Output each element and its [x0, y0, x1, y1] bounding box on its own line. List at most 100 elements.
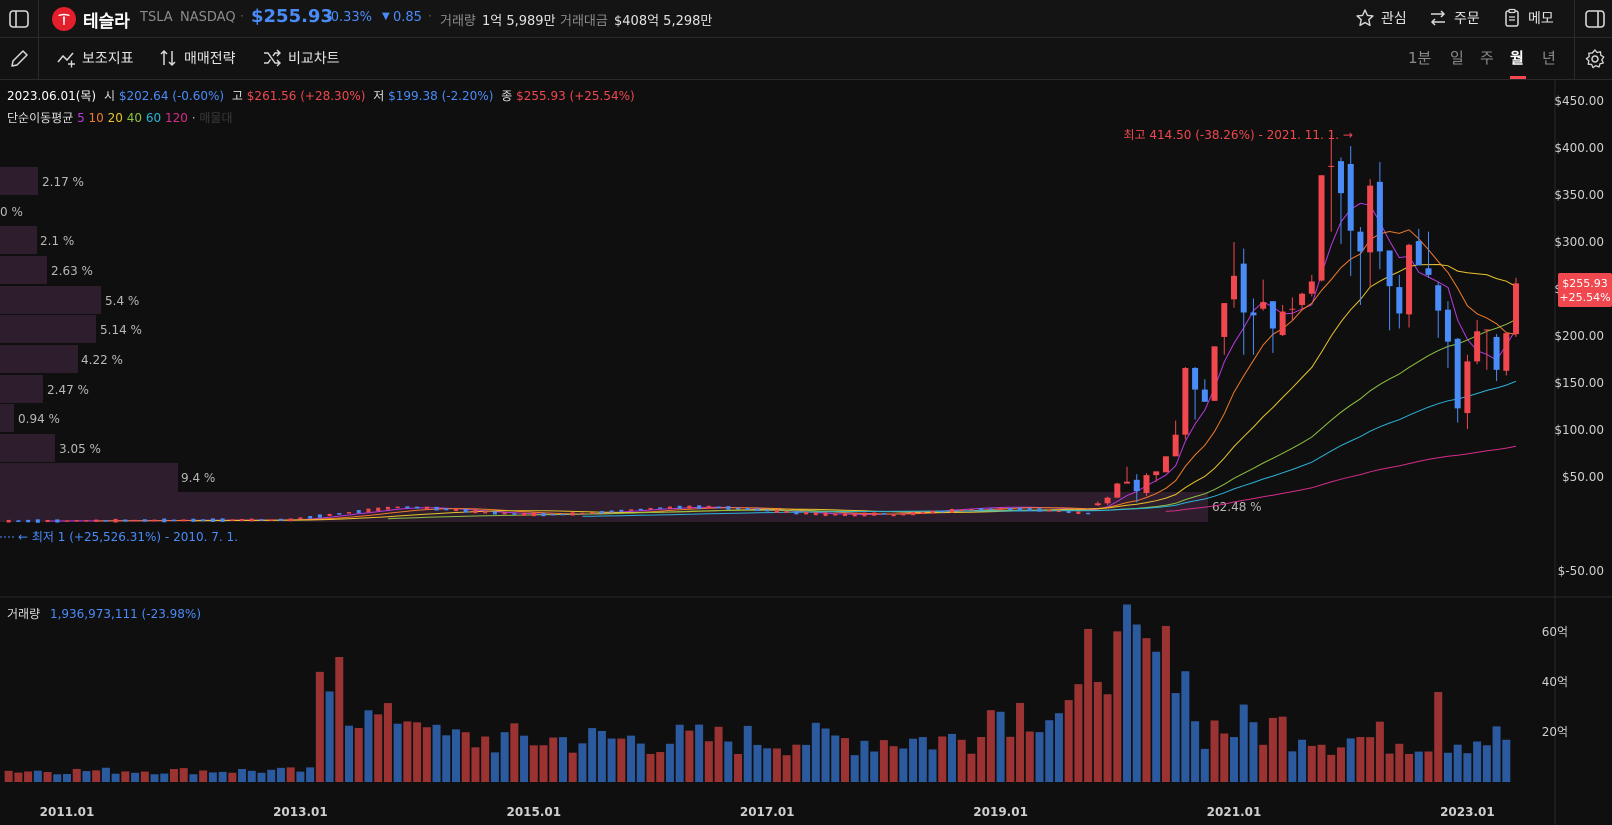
candle-body — [1289, 308, 1296, 310]
early-candle — [210, 518, 215, 522]
early-candle — [560, 513, 565, 516]
early-candle — [152, 519, 157, 522]
annotations: 최고 414.50 (-38.26%) - 2021. 11. 1. → ← 최저… — [0, 128, 1353, 544]
time-tick-label: 2021.01 — [1207, 805, 1262, 819]
early-candle — [852, 512, 857, 517]
early-candle — [1037, 508, 1042, 512]
time-axis: 2011.01 2013.01 2015.01 2017.01 2019.01 2021.… — [40, 805, 1495, 819]
early-candle — [473, 509, 478, 514]
volume-bar — [899, 748, 908, 782]
volume-bar — [986, 710, 995, 782]
volume-info: 거래량 1,936,973,111 (-23.98%) — [7, 607, 202, 621]
draw-button[interactable] — [8, 48, 30, 70]
memo-button[interactable]: 메모 — [1502, 8, 1554, 28]
early-candle — [940, 510, 945, 513]
volume-bar — [1074, 684, 1083, 782]
profile-pct-label: 9.4 % — [181, 471, 215, 485]
volume-bar — [665, 743, 674, 782]
volume-bar — [1424, 751, 1433, 782]
early-candle — [395, 506, 400, 509]
early-candle — [745, 508, 750, 510]
early-candle — [697, 505, 702, 509]
ma-5-line — [47, 202, 1517, 522]
period-week[interactable]: 주 — [1480, 49, 1494, 67]
volume-bar — [160, 773, 169, 782]
early-candle — [454, 508, 458, 512]
volume-bar — [850, 755, 859, 782]
volume-bar — [646, 753, 655, 782]
right-panel-toggle-button[interactable] — [1584, 8, 1606, 30]
volume-bar — [1395, 743, 1404, 782]
early-candle — [658, 507, 663, 509]
profile-bar — [0, 167, 38, 195]
period-month[interactable]: 월 — [1510, 49, 1524, 67]
early-candle — [94, 519, 99, 522]
volume-bar — [743, 725, 752, 782]
price-tick-label: $50.00 — [1562, 470, 1604, 484]
strategy-arrows-icon — [160, 49, 176, 67]
volume-bar — [383, 703, 392, 782]
volume-bar — [1385, 753, 1394, 782]
early-candle — [298, 517, 303, 520]
compare-chart-button[interactable]: 비교차트 — [262, 48, 340, 68]
profile-pct-label: 2.63 % — [51, 264, 93, 278]
early-candle — [726, 506, 731, 510]
order-button[interactable]: 주문 — [1428, 8, 1480, 28]
watchlist-button[interactable]: 관심 — [1355, 8, 1407, 28]
volume-info-value: 1,936,973,111 (-23.98%) — [49, 607, 202, 621]
volume-bar — [199, 770, 208, 782]
time-tick-label: 2019.01 — [973, 805, 1028, 819]
sidebar-toggle-button[interactable] — [8, 8, 30, 30]
volume-bar — [928, 749, 937, 782]
volume-bar — [82, 771, 91, 782]
price-tag: $255.93+25.54% — [1558, 273, 1612, 307]
profile-pct-label: 2.1 % — [40, 234, 74, 248]
early-candle — [327, 513, 332, 517]
volume-bar — [1181, 671, 1190, 782]
period-1min[interactable]: 1분 — [1408, 49, 1432, 67]
early-candle — [998, 507, 1003, 511]
profile-pct-label: 3.05 % — [59, 442, 101, 456]
chart-settings-button[interactable] — [1584, 48, 1606, 70]
min-price-note: ← 최저 1 (+25,526.31%) - 2010. 7. 1. — [18, 530, 238, 544]
volume-bar — [1113, 631, 1122, 782]
volume-bar — [1191, 721, 1200, 782]
profile-pct-label: 4.22 % — [81, 353, 123, 367]
price-tick-label: $200.00 — [1554, 329, 1604, 343]
volume-bar — [792, 744, 801, 782]
early-candle — [162, 518, 167, 523]
strategy-button[interactable]: 매매전략 — [158, 48, 236, 68]
early-candle — [872, 512, 877, 516]
candle-body — [1503, 333, 1510, 371]
candle-body — [1386, 250, 1393, 287]
early-candle — [1056, 510, 1061, 513]
ma-10-line — [96, 229, 1517, 522]
profile-bar — [0, 286, 101, 314]
price-tick-label: $100.00 — [1554, 423, 1604, 437]
moving-average-legend[interactable]: 단순이동평균 5 10 20 40 60 120 · 매물대 — [7, 111, 233, 125]
volume-bar — [1434, 692, 1443, 782]
early-candle — [891, 513, 896, 517]
profile-pct-label: 0 % — [0, 205, 23, 219]
stock-name[interactable]: 테슬라 — [83, 12, 130, 32]
price-chart[interactable]: 2.17 % 0 % 2.1 % 2.63 % 5.4 % 5.14 % 4.22 % 2.4… — [0, 80, 1612, 825]
volume-bar — [510, 723, 519, 782]
volume-bar — [1473, 741, 1482, 782]
early-candle — [988, 508, 993, 511]
early-candle — [599, 511, 604, 514]
early-candle — [113, 518, 118, 523]
early-candle — [133, 519, 138, 522]
ma-120-line — [1165, 445, 1517, 512]
candle-body — [1201, 389, 1208, 402]
volume-bar — [1035, 732, 1044, 782]
ma-60: 60 — [145, 111, 162, 125]
period-day[interactable]: 일 — [1450, 49, 1464, 67]
candle-body — [1192, 367, 1199, 390]
indicators-button[interactable]: 보조지표 — [56, 48, 134, 68]
period-year[interactable]: 년 — [1542, 49, 1556, 67]
early-candle — [667, 506, 672, 509]
volume-bar — [218, 771, 227, 782]
early-candle — [269, 519, 274, 521]
volume-bar — [1366, 737, 1375, 782]
profile-bar — [0, 226, 37, 254]
